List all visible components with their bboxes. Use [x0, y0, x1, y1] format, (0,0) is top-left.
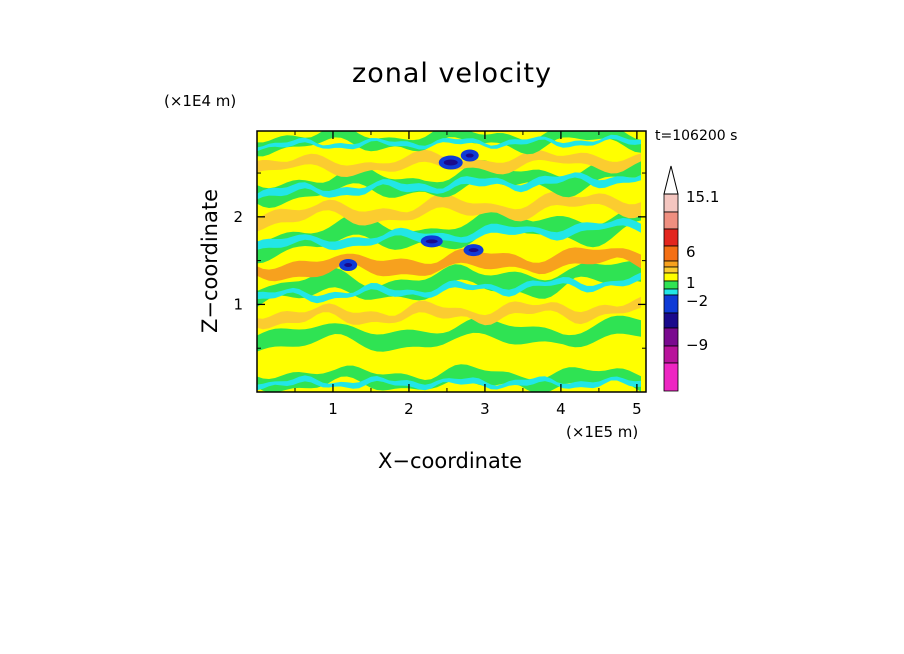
x-axis-label: X−coordinate [378, 449, 522, 473]
colorbar-level [663, 193, 679, 213]
time-label: t=106200 s [655, 128, 738, 144]
colorbar-level [663, 327, 679, 347]
colorbar-label: 15.1 [686, 188, 719, 206]
colorbar-level [663, 245, 679, 262]
colorbar-level [663, 294, 679, 314]
contour-field [257, 131, 646, 392]
axes: 1 2 3 4 5 1 2 [233, 131, 646, 418]
colorbar-level [663, 272, 679, 282]
colorbar-level [663, 288, 679, 296]
contour-band [257, 247, 641, 282]
x-tick-label: 2 [404, 400, 414, 418]
chart-title: zonal velocity [352, 58, 552, 89]
x-axis-unit: (×1E5 m) [566, 423, 639, 441]
colorbar-level [663, 211, 679, 230]
contour-core-inner [468, 248, 479, 253]
colorbar-label: −9 [686, 336, 708, 354]
colorbar-extend-arrow [663, 165, 679, 195]
contour-band [257, 192, 641, 232]
colorbar-level [663, 280, 679, 290]
contour-band [257, 315, 641, 352]
colorbar-level [663, 260, 679, 268]
contour-band [257, 172, 641, 200]
colorbar-label: −2 [686, 292, 708, 310]
contour-band [257, 375, 641, 391]
colorbar: 15.1 6 1−2 −9 [663, 165, 719, 392]
y-tick-label: 2 [233, 208, 243, 226]
x-tick-label: 1 [328, 400, 338, 418]
x-tick-label: 5 [632, 400, 642, 418]
contour-core-inner [443, 159, 458, 166]
contour-core-inner [344, 263, 353, 268]
x-tick-label: 4 [556, 400, 566, 418]
contour-core-inner [465, 153, 474, 158]
colorbar-label: 1 [686, 274, 696, 292]
y-tick-label: 1 [233, 295, 243, 313]
colorbar-level [663, 266, 679, 274]
contour-band [257, 134, 641, 152]
contour-band [257, 218, 641, 251]
contour-core-inner [425, 239, 438, 244]
colorbar-label: 6 [686, 243, 696, 261]
plot-frame [256, 130, 647, 393]
contour-band [257, 272, 641, 304]
colorbar-level [663, 228, 679, 247]
y-axis-unit: (×1E4 m) [164, 92, 237, 110]
colorbar-level [663, 345, 679, 364]
colorbar-level [663, 362, 679, 392]
x-tick-label: 3 [480, 400, 490, 418]
contour-band [257, 296, 641, 330]
contour-band [257, 261, 641, 307]
colorbar-level [663, 312, 679, 329]
